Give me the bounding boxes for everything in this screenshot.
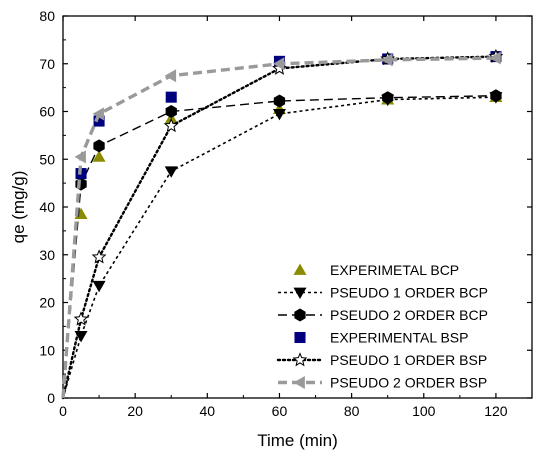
legend-item-5: PSEUDO 1 ORDER BSP <box>276 352 487 368</box>
data-point <box>92 107 104 121</box>
data-point <box>74 150 86 164</box>
data-point <box>165 91 177 103</box>
x-tick-label: 100 <box>412 403 436 419</box>
legend-label: PSEUDO 2 ORDER BCP <box>330 307 488 323</box>
data-point <box>272 57 285 71</box>
legend-label: PSEUDO 1 ORDER BSP <box>330 352 487 368</box>
legend-item-4: EXPERIMENTAL BSP <box>294 330 468 346</box>
legend-marker <box>293 263 307 275</box>
legend-label: PSEUDO 1 ORDER BCP <box>330 285 488 301</box>
data-point <box>273 94 286 108</box>
data-point <box>272 109 286 121</box>
y-tick-label: 10 <box>39 342 55 358</box>
legend-marker <box>294 308 306 322</box>
x-tick-label: 60 <box>272 403 288 419</box>
series-6 <box>61 51 501 399</box>
y-tick-label: 20 <box>39 295 55 311</box>
data-point <box>93 139 105 153</box>
legend-item-2: PSEUDO 1 ORDER BCP <box>278 285 488 301</box>
legend-marker <box>293 376 305 389</box>
legend-item-3: PSEUDO 2 ORDER BCP <box>278 307 488 323</box>
data-point <box>164 166 178 178</box>
y-tick-label: 30 <box>39 247 55 263</box>
x-tick-label: 80 <box>344 403 360 419</box>
data-point <box>92 150 106 162</box>
legend-item-1: EXPERIMETAL BCP <box>293 262 459 278</box>
data-point <box>73 311 89 326</box>
legend-label: EXPERIMETAL BCP <box>330 262 459 278</box>
data-point <box>91 249 107 264</box>
legend-marker <box>292 352 308 367</box>
legend-marker <box>293 287 307 299</box>
legend-label: PSEUDO 2 ORDER BSP <box>330 375 487 391</box>
data-point <box>381 53 393 67</box>
data-point <box>164 69 177 83</box>
legend-label: EXPERIMENTAL BSP <box>330 330 468 346</box>
data-point <box>165 105 177 118</box>
legend-marker <box>294 331 306 344</box>
data-point <box>382 91 394 105</box>
x-tick-label: 40 <box>200 403 216 419</box>
data-point <box>489 51 501 65</box>
y-tick-label: 40 <box>39 199 55 215</box>
axes: 0 20 40 60 80 100 120 0 10 20 30 40 50 60 70 80 <box>39 8 533 419</box>
x-axis-title: Time (min) <box>257 431 338 450</box>
y-tick-label: 60 <box>39 104 55 120</box>
legend: EXPERIMETAL BCP PSEUDO 1 ORDER BCP PSEUDO … <box>276 262 488 391</box>
x-tick-label: 20 <box>127 403 143 419</box>
data-point <box>490 89 502 103</box>
series-layer <box>61 48 504 400</box>
data-point <box>93 115 105 127</box>
y-tick-label: 70 <box>39 56 55 72</box>
legend-item-6: PSEUDO 2 ORDER BSP <box>278 375 487 391</box>
data-point <box>92 280 106 293</box>
y-axis-title: qe (mg/g) <box>9 171 28 244</box>
x-tick-label: 0 <box>59 403 67 419</box>
x-tick-label: 120 <box>484 403 508 419</box>
y-tick-label: 0 <box>47 390 55 406</box>
series-1 <box>74 90 503 220</box>
series-3 <box>62 89 502 399</box>
data-point <box>163 117 179 133</box>
data-point <box>75 177 87 191</box>
series-4 <box>75 51 502 180</box>
y-tick-label: 50 <box>39 151 55 167</box>
y-tick-label: 80 <box>39 8 55 24</box>
